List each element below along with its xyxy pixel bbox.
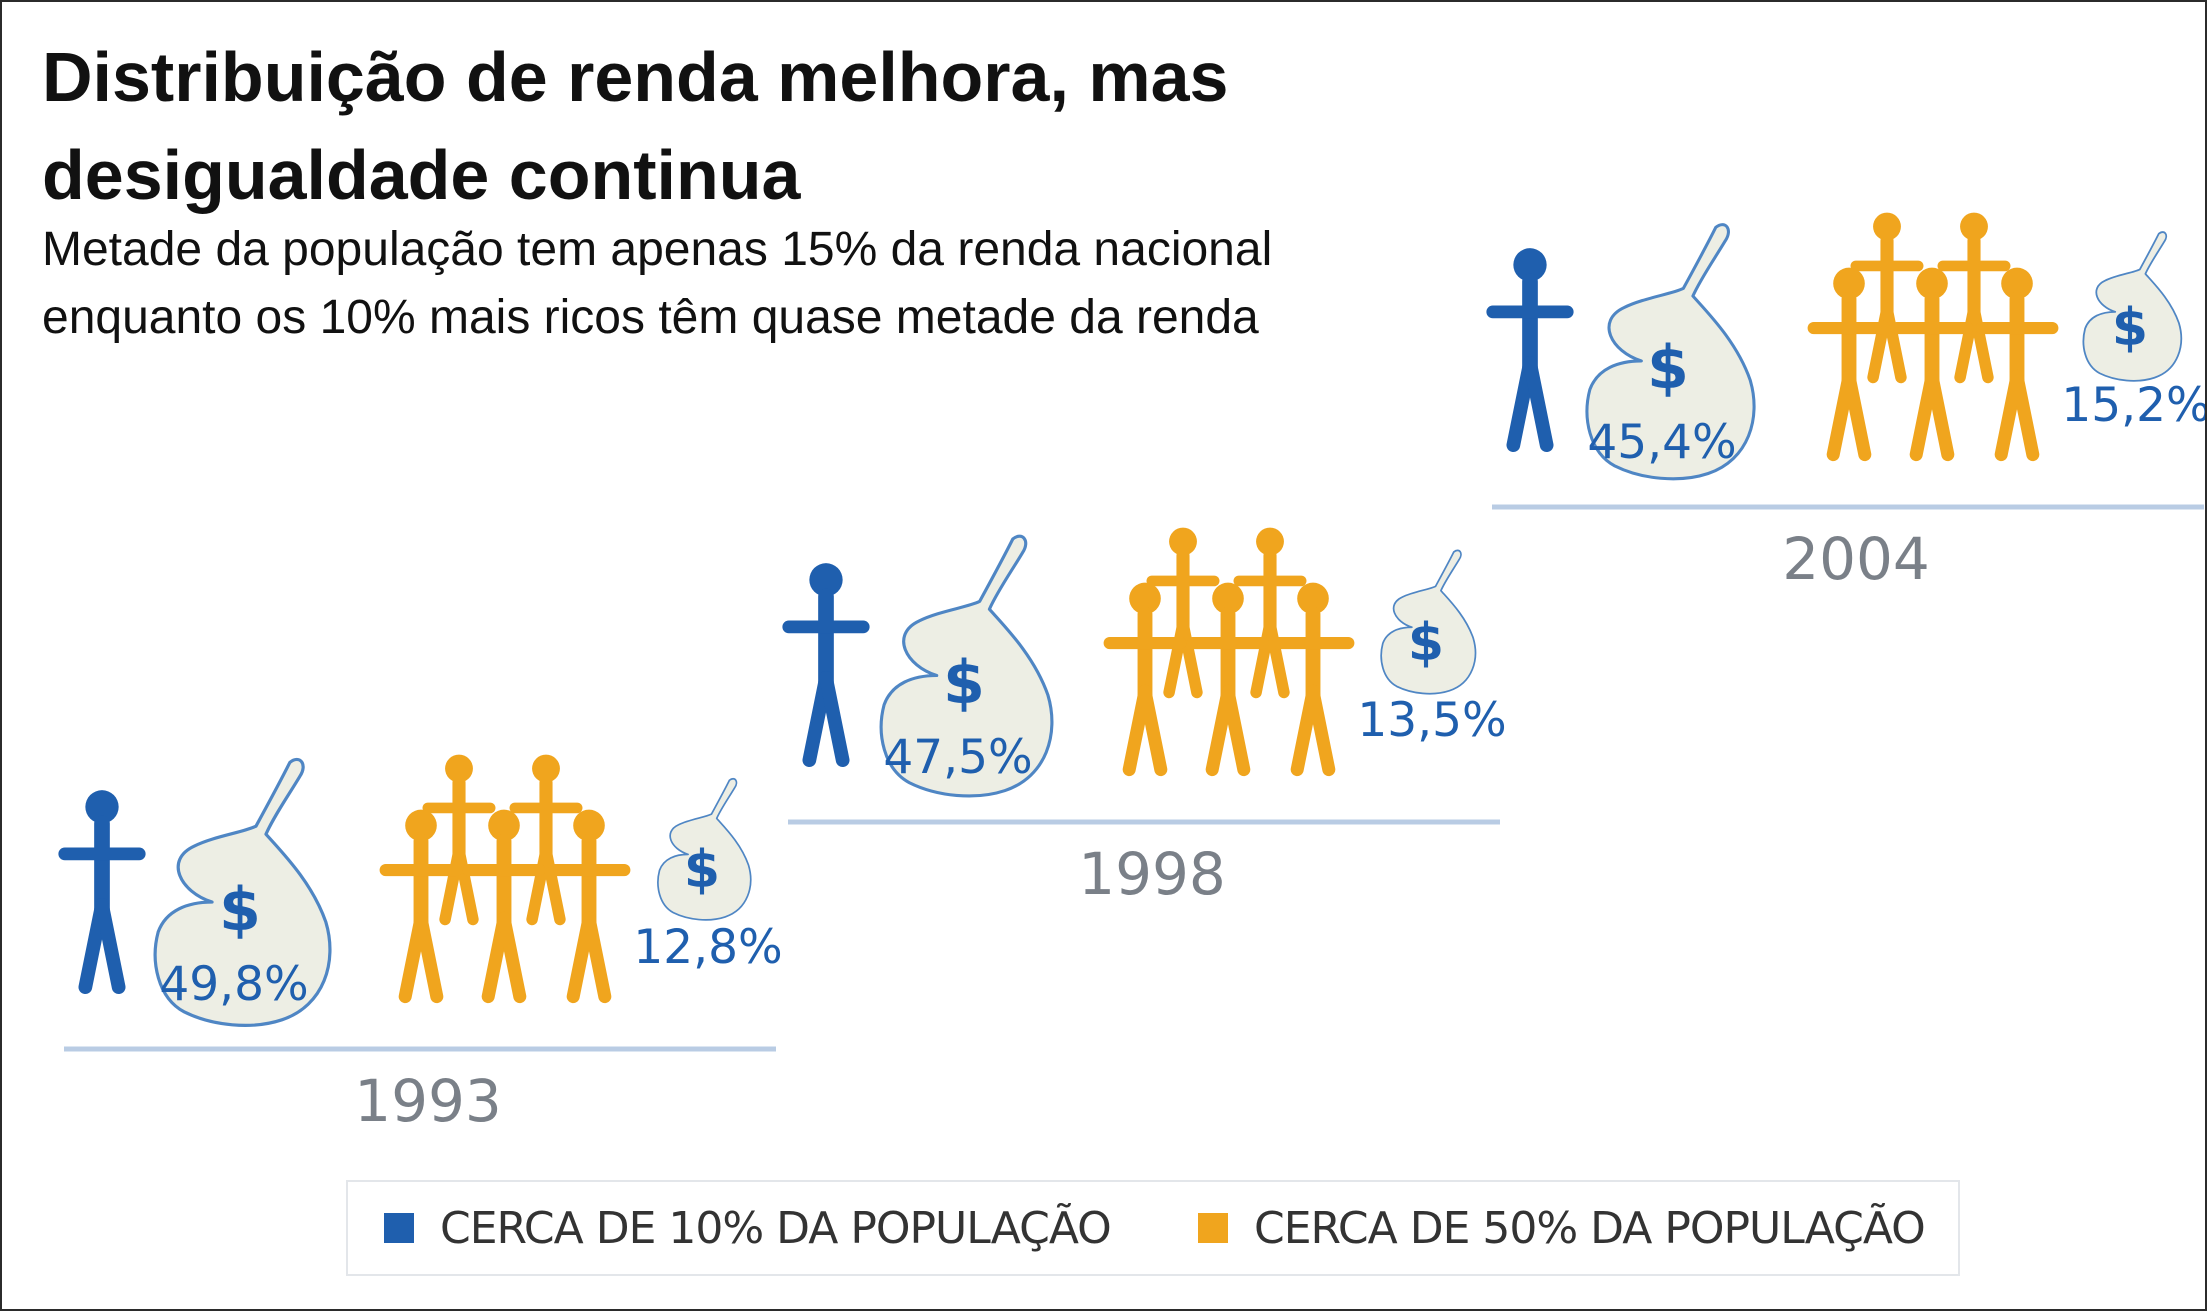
person-head — [1916, 267, 1948, 300]
person-head — [1212, 582, 1244, 615]
person-leg-right — [1881, 302, 1907, 384]
dollar-sign-top10: $ — [943, 648, 985, 718]
person-icon-bottom50 — [1807, 267, 1891, 462]
person-head — [1513, 248, 1547, 282]
people-group-icon-bottom50 — [1103, 527, 1355, 777]
person-icon-top10 — [1486, 248, 1574, 453]
person-leg-right — [497, 911, 527, 1004]
dollar-sign-bottom50: $ — [2112, 298, 2148, 358]
value-label-top10: 49,8% — [159, 957, 308, 1012]
money-bag-outline — [2082, 231, 2183, 382]
dollar-sign-bottom50: $ — [684, 840, 720, 900]
person-leg-right — [1842, 369, 1872, 462]
money-bag-outline — [657, 777, 752, 921]
chart-subtitle: Metade da população tem apenas 15% da re… — [42, 223, 1273, 344]
value-label-bottom50: 13,5% — [1357, 693, 1506, 748]
person-head — [1129, 582, 1161, 615]
money-bag-outline — [879, 534, 1054, 798]
legend-label-bottom50: CERCA DE 50% DA POPULAÇÃO — [1254, 1202, 1926, 1254]
person-leg-right — [453, 844, 479, 926]
year-group-1998: 1998 $47,5% $13,5% — [782, 527, 1507, 908]
person-leg-right — [1523, 355, 1554, 453]
person-leg-right — [1968, 302, 1994, 384]
person-leg-right — [1138, 684, 1168, 777]
money-bag-icon-bottom50 — [1380, 549, 1477, 695]
legend: CERCA DE 10% DA POPULAÇÃO CERCA DE 50% D… — [346, 1180, 1960, 1276]
person-leg-right — [95, 897, 126, 995]
people-group-icon-bottom50 — [1807, 212, 2059, 462]
person-icon-bottom50 — [547, 809, 631, 1004]
person-head — [1873, 212, 1901, 241]
money-bag-outline — [1585, 223, 1756, 481]
chart-title: Distribuição de renda melhora, mas desig… — [42, 38, 1229, 214]
value-label-top10: 47,5% — [883, 730, 1032, 785]
person-head — [1169, 527, 1197, 556]
person-icon-bottom50 — [1186, 582, 1270, 777]
money-bag-outline — [1380, 549, 1477, 695]
person-icon-bottom50 — [1975, 267, 2059, 462]
person-leg-right — [582, 911, 612, 1004]
person-icon-bottom50 — [1850, 212, 1924, 384]
person-head — [1256, 527, 1284, 556]
person-head — [445, 754, 473, 783]
person-leg-right — [1264, 617, 1290, 699]
legend-swatch-top10 — [384, 1213, 414, 1243]
person-icon-bottom50 — [1146, 527, 1220, 699]
person-icon-top10 — [782, 563, 870, 768]
person-head — [405, 809, 437, 842]
value-label-top10: 45,4% — [1587, 415, 1736, 470]
person-head — [85, 790, 119, 824]
money-bag-icon-top10 — [1585, 223, 1756, 481]
person-icon-bottom50 — [379, 809, 463, 1004]
money-bag-icon-bottom50 — [657, 777, 752, 921]
legend-item-top10: CERCA DE 10% DA POPULAÇÃO — [384, 1182, 1112, 1274]
person-icon-top10 — [58, 790, 146, 995]
person-head — [1960, 212, 1988, 241]
person-icon-bottom50 — [1937, 212, 2011, 384]
money-bag-icon-bottom50 — [2082, 231, 2183, 382]
person-icon-bottom50 — [462, 809, 546, 1004]
person-leg-right — [1306, 684, 1336, 777]
legend-label-top10: CERCA DE 10% DA POPULAÇÃO — [440, 1202, 1112, 1254]
year-label-2004: 2004 — [1782, 525, 1930, 593]
person-head — [809, 563, 843, 597]
person-leg-right — [2010, 369, 2040, 462]
person-icon-bottom50 — [1103, 582, 1187, 777]
person-head — [532, 754, 560, 783]
person-leg-right — [1925, 369, 1955, 462]
person-icon-bottom50 — [1890, 267, 1974, 462]
legend-item-bottom50: CERCA DE 50% DA POPULAÇÃO — [1198, 1182, 1926, 1274]
year-group-1993: 1993 $49,8% $12,8% — [58, 754, 783, 1135]
person-leg-right — [540, 844, 566, 926]
person-icon-bottom50 — [1271, 582, 1355, 777]
money-bag-icon-top10 — [153, 757, 332, 1027]
person-head — [2001, 267, 2033, 300]
money-bag-outline — [153, 757, 332, 1027]
legend-swatch-bottom50 — [1198, 1213, 1228, 1243]
person-icon-bottom50 — [1233, 527, 1307, 699]
person-head — [1297, 582, 1329, 615]
dollar-sign-bottom50: $ — [1408, 613, 1444, 673]
person-leg-right — [1221, 684, 1251, 777]
pictograph-chart: 1993 $49,8% $12,8% 1998 $47,5% $13,5% 2004 $45,… — [58, 212, 2205, 1135]
person-leg-right — [1177, 617, 1203, 699]
person-leg-right — [414, 911, 444, 1004]
year-group-2004: 2004 $45,4% $15,2% — [1486, 212, 2205, 593]
value-label-bottom50: 15,2% — [2061, 378, 2205, 433]
person-icon-bottom50 — [509, 754, 583, 926]
people-group-icon-bottom50 — [379, 754, 631, 1004]
value-label-bottom50: 12,8% — [633, 920, 782, 975]
year-label-1993: 1993 — [354, 1067, 502, 1135]
person-head — [488, 809, 520, 842]
person-icon-bottom50 — [422, 754, 496, 926]
dollar-sign-top10: $ — [219, 875, 261, 945]
person-head — [1833, 267, 1865, 300]
person-head — [573, 809, 605, 842]
dollar-sign-top10: $ — [1647, 333, 1689, 403]
money-bag-icon-top10 — [879, 534, 1054, 798]
year-label-1998: 1998 — [1078, 840, 1226, 908]
person-leg-right — [819, 670, 850, 768]
